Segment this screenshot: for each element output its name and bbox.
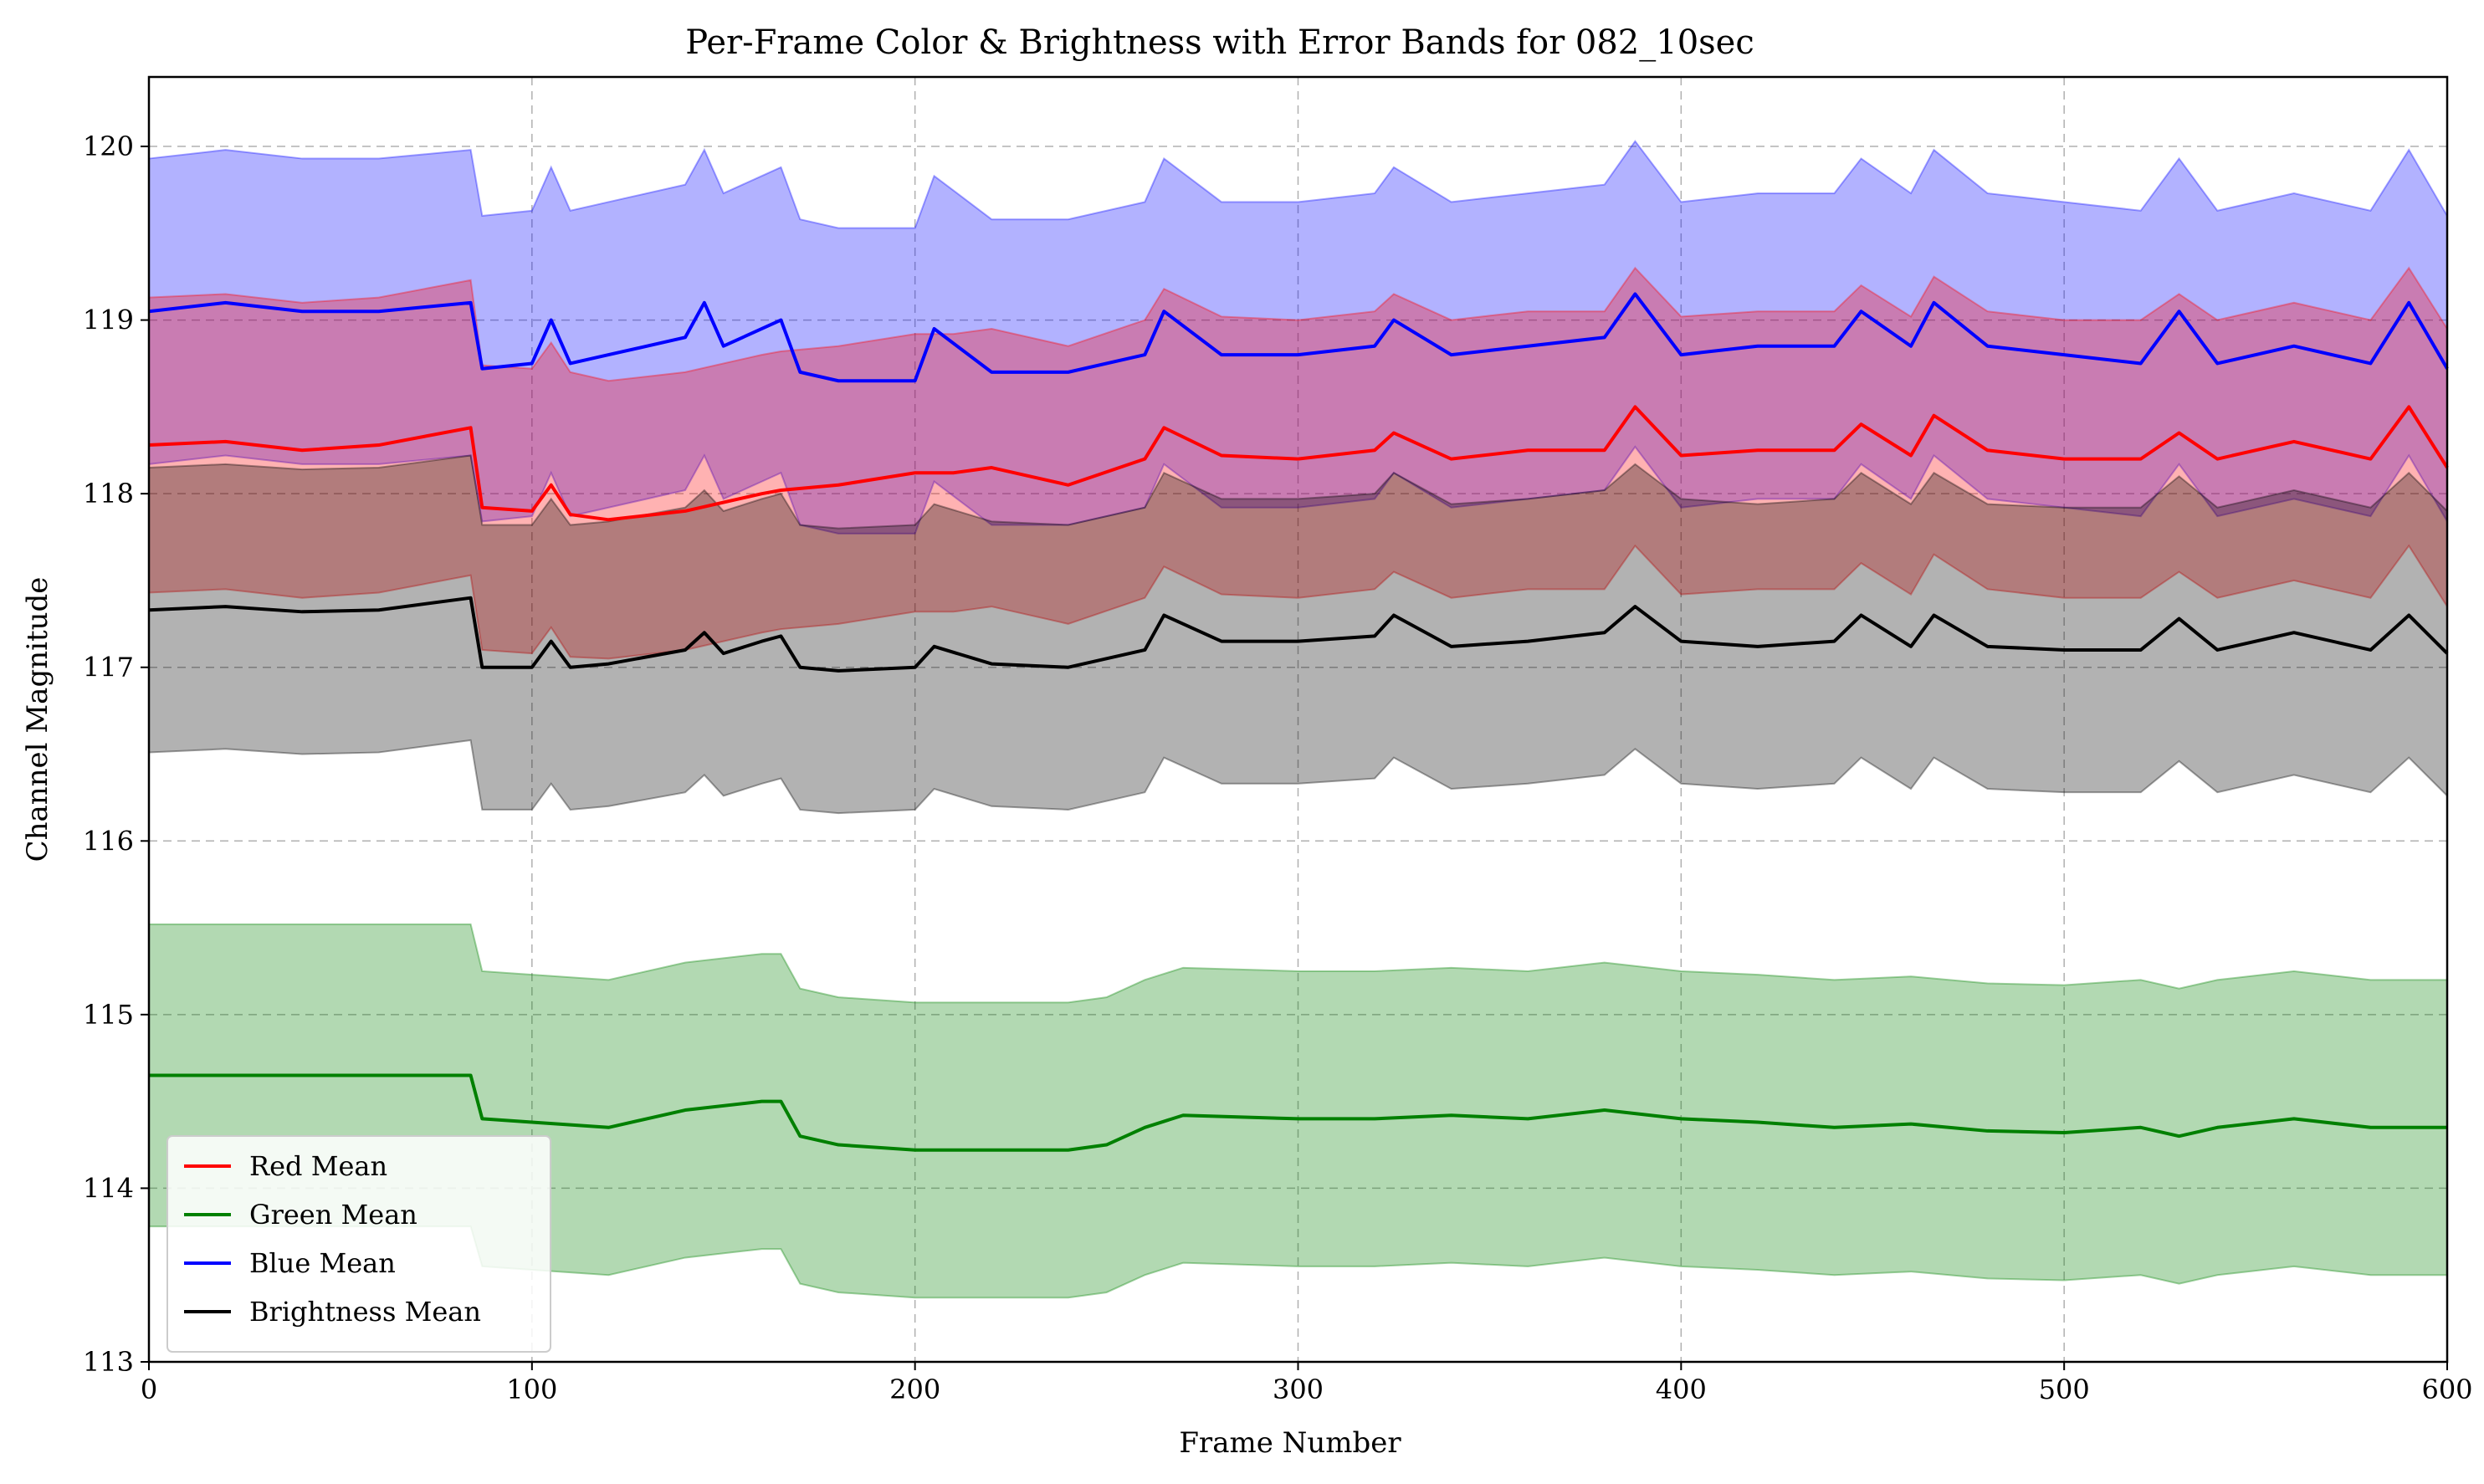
y-tick-label: 115: [83, 999, 134, 1031]
tick-layer: 0 100 200 300 400 500 600 113 114 115 116 117 118 119…: [83, 130, 2473, 1405]
x-tick-label: 100: [506, 1374, 557, 1405]
chart-title: Per-Frame Color & Brightness with Error …: [685, 23, 1754, 62]
x-tick-label: 0: [141, 1374, 157, 1405]
series-line-red-mean: [148, 405, 2449, 522]
legend-label: Blue Mean: [249, 1247, 396, 1279]
x-tick-label: 200: [889, 1374, 940, 1405]
y-tick-label: 114: [83, 1172, 134, 1204]
legend-label: Green Mean: [249, 1199, 417, 1231]
legend-box: [166, 1135, 551, 1353]
series-line-green-mean: [149, 1073, 2447, 1152]
y-tick-label: 119: [83, 304, 134, 336]
y-tick-label: 120: [83, 130, 134, 162]
x-tick-label: 400: [1656, 1374, 1707, 1405]
y-tick-label: 118: [83, 478, 134, 509]
series-line-blue-mean: [148, 292, 2449, 383]
y-tick-label: 116: [83, 825, 134, 857]
series-line-brightness-mean: [148, 596, 2449, 673]
error-band-layer: [148, 140, 2448, 1299]
mean-line-layer: [148, 292, 2449, 1152]
legend: Red Mean Green Mean Blue Mean Brightness Me…: [166, 1135, 551, 1353]
legend-label: Red Mean: [249, 1150, 387, 1182]
x-tick-label: 300: [1273, 1374, 1324, 1405]
x-axis-label: Frame Number: [1179, 1426, 1401, 1460]
x-tick-label: 600: [2421, 1374, 2472, 1405]
x-tick-label: 500: [2039, 1374, 2090, 1405]
y-tick-label: 117: [83, 652, 134, 683]
y-axis-label: Channel Magnitude: [21, 577, 54, 862]
legend-label: Brightness Mean: [249, 1296, 481, 1328]
y-tick-label: 113: [83, 1346, 134, 1378]
